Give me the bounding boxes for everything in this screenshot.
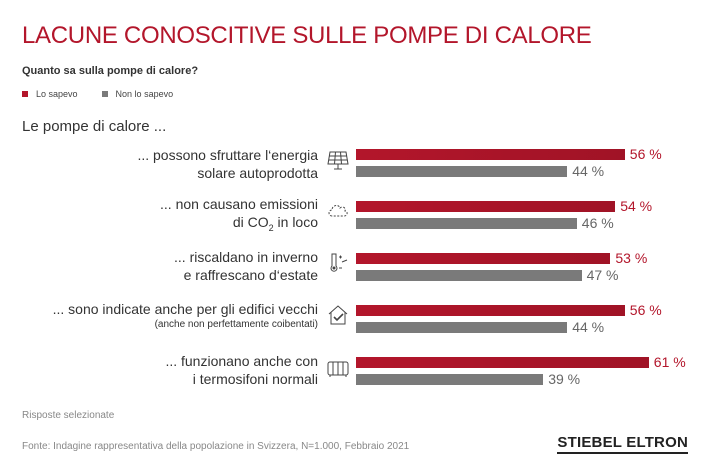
- chart-subtitle: Quanto sa sulla pompe di calore?: [22, 65, 199, 77]
- data-label: 46 %: [581, 215, 614, 231]
- legend-item-non-lo-sapevo: Non lo sapevo: [101, 89, 174, 99]
- section-label: Le pompe di calore ...: [22, 118, 167, 135]
- category-label-note: (anche non perfettamente coibentati): [154, 319, 318, 330]
- data-label: 61 %: [653, 354, 686, 370]
- label-part: in loco: [273, 214, 318, 230]
- bar-non-lo-sapevo: [356, 374, 544, 385]
- category-label-line: ... possono sfruttare l‘energia: [137, 147, 318, 163]
- category-label: ... funzionano anche con i termosifoni n…: [165, 352, 318, 388]
- bar-lo-sapevo: [356, 253, 611, 264]
- category-label-line: di CO2 in loco: [160, 213, 318, 237]
- label-part: di CO: [232, 214, 269, 230]
- category-label: ... riscaldano in inverno e raffrescano …: [174, 248, 318, 284]
- category-label: ... non causano emissioni di CO2 in loco: [160, 195, 318, 237]
- category-label: ... sono indicate anche per gli edifici …: [53, 300, 318, 332]
- source-note: Fonte: Indagine rappresentativa della po…: [22, 441, 410, 452]
- legend-item-lo-sapevo: Lo sapevo: [22, 89, 78, 99]
- radiator-icon: [327, 361, 349, 377]
- data-label: 54 %: [620, 198, 653, 214]
- brand-logo: STIEBEL ELTRON: [557, 434, 688, 454]
- legend: Lo sapevo Non lo sapevo: [22, 89, 197, 99]
- data-label: 53 %: [615, 250, 648, 266]
- house-check-icon: [328, 305, 348, 325]
- bar-non-lo-sapevo: [356, 270, 582, 281]
- category-label-line: e raffrescano d‘estate: [183, 267, 318, 283]
- bar-lo-sapevo: [356, 149, 625, 160]
- category-label-line: solare autoprodotta: [197, 165, 318, 181]
- legend-swatch-grey: [101, 91, 108, 97]
- category-label-line: i termosifoni normali: [192, 371, 318, 387]
- bar-lo-sapevo: [356, 305, 625, 316]
- data-label: 47 %: [586, 267, 619, 283]
- footnote: Risposte selezionate: [22, 410, 115, 421]
- category-label-line: ... funzionano anche con: [165, 353, 318, 369]
- legend-label: Lo sapevo: [36, 89, 78, 99]
- category-label-line: ... non causano emissioni: [160, 196, 318, 212]
- chart-title: LACUNE CONOSCITIVE SULLE POMPE DI CALORE: [22, 22, 592, 49]
- bar-non-lo-sapevo: [356, 322, 568, 333]
- data-label: 44 %: [572, 319, 605, 335]
- category-label-line: ... riscaldano in inverno: [174, 249, 318, 265]
- data-label: 56 %: [629, 302, 662, 318]
- label-subscript: 2: [268, 222, 274, 233]
- legend-swatch-red: [22, 91, 28, 97]
- data-label: 39 %: [548, 371, 581, 387]
- thermometer-icon: [330, 253, 348, 272]
- data-label: 44 %: [572, 163, 605, 179]
- category-label-line: ... sono indicate anche per gli edifici …: [52, 301, 318, 317]
- category-label: ... possono sfruttare l‘energia solare a…: [137, 146, 318, 182]
- bar-lo-sapevo: [356, 201, 616, 212]
- solar-panel-icon: [327, 151, 349, 170]
- bar-lo-sapevo: [356, 357, 649, 368]
- cloud-icon: [328, 205, 348, 217]
- bar-non-lo-sapevo: [356, 218, 577, 229]
- data-label: 56 %: [629, 146, 662, 162]
- legend-label: Non lo sapevo: [115, 89, 174, 99]
- bar-non-lo-sapevo: [356, 166, 568, 177]
